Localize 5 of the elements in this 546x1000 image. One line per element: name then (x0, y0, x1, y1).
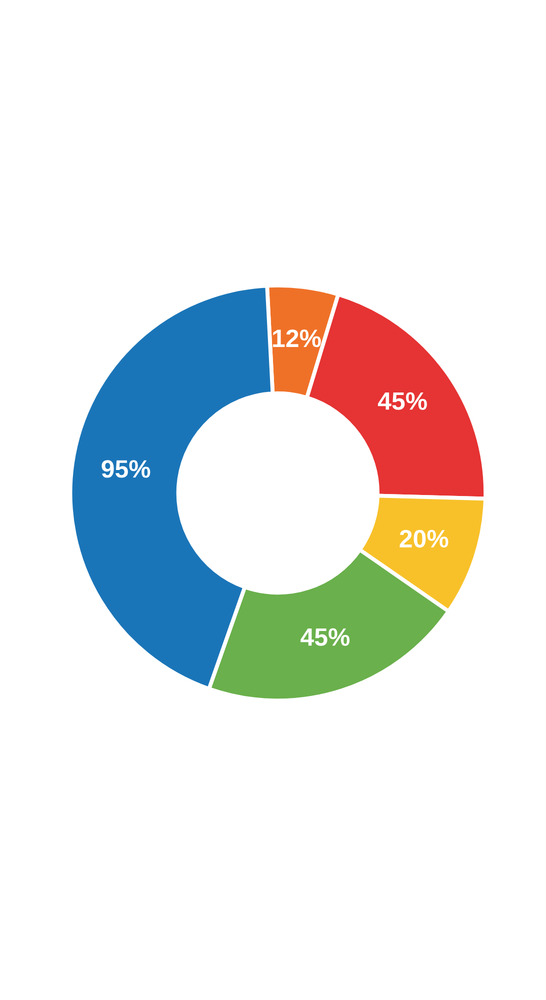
data-label: 20% (400, 530, 448, 548)
data-label: 12% (273, 330, 321, 348)
data-label: 95% (102, 460, 150, 478)
data-label: 45% (300, 628, 350, 646)
data-label: 45% (378, 392, 427, 410)
